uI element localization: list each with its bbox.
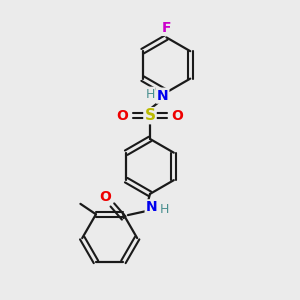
Text: N: N	[146, 200, 157, 214]
Text: O: O	[99, 190, 111, 204]
Text: H: H	[145, 88, 155, 101]
Text: N: N	[157, 89, 168, 103]
Text: O: O	[117, 109, 128, 123]
Text: O: O	[172, 109, 183, 123]
Text: S: S	[145, 108, 155, 123]
Text: F: F	[162, 21, 171, 35]
Text: H: H	[160, 203, 170, 216]
